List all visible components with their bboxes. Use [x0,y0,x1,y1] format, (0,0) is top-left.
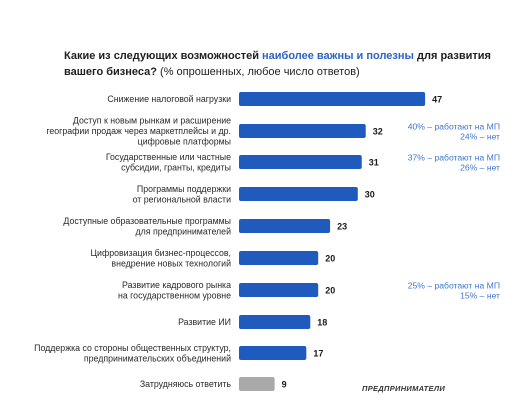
source-label: ПРЕДПРИНИМАТЕЛИ [362,384,446,393]
value-label-7: 18 [317,317,327,327]
value-label-6: 20 [325,285,335,295]
category-label-2-0: Государственные или частные [106,152,231,162]
category-label-1-0: Доступ к новым рынкам и расширение [73,116,231,126]
value-label-2: 31 [369,157,379,167]
category-label-4-0: Доступные образовательные программы [63,216,231,226]
category-label-8-0: Поддержка со стороны общественных структ… [34,343,231,353]
category-label-9-0: Затрудняюсь ответить [140,379,232,389]
category-label-8-1: предпринимательских объединений [84,353,231,363]
value-label-1: 32 [373,126,383,136]
value-label-5: 20 [325,253,335,263]
title-part1: Какие из следующих возможностей [64,50,263,62]
bar-9 [239,377,275,391]
bar-6 [239,283,319,297]
category-label-6-1: на государственном уровне [118,290,231,300]
category-label-3-0: Программы поддержки [137,184,231,194]
annotation-2-1: 15% – нет [460,291,500,301]
value-label-3: 30 [365,189,375,199]
value-label-8: 17 [313,348,323,358]
annotation-1-1: 26% – нет [460,163,500,173]
value-label-9: 9 [282,379,287,389]
annotation-0-1: 24% – нет [460,132,500,142]
value-label-4: 23 [337,221,347,231]
bar-8 [239,346,307,360]
category-label-1-2: цифровые платформы [138,137,231,147]
title-accent: наиболее важны и полезны [262,50,414,62]
category-label-5-0: Цифровизация бизнес-процессов, [91,248,231,258]
bar-4 [239,219,331,233]
category-label-3-1: от региональной власти [133,194,231,204]
category-label-0-0: Снижение налоговой нагрузки [107,94,231,104]
title-part2: для развития вашего бизнеса? [64,50,491,78]
category-label-5-1: внедрение новых технологий [111,258,231,268]
bar-5 [239,251,319,265]
category-label-6-0: Развитие кадрового рынка [122,280,231,290]
bar-1 [239,124,366,138]
category-label-7-0: Развитие ИИ [178,317,231,327]
annotation-2-0: 25% – работают на МП [408,281,500,291]
chart-title: Какие из следующих возможностей наиболее… [64,48,509,80]
value-label-0: 47 [432,94,442,104]
title-note: (% опрошенных, любое число ответов) [156,66,360,78]
bar-2 [239,155,362,169]
category-label-2-1: субсидии, гранты, кредиты [121,162,231,172]
category-label-4-1: для предпринимателей [135,226,231,236]
bar-0 [239,92,426,106]
bar-7 [239,315,311,329]
category-label-1-1: географии продаж через маркетплейсы и др… [46,126,231,136]
bar-3 [239,187,358,201]
annotation-1-0: 37% – работают на МП [408,153,500,163]
annotation-0-0: 40% – работают на МП [408,122,500,132]
